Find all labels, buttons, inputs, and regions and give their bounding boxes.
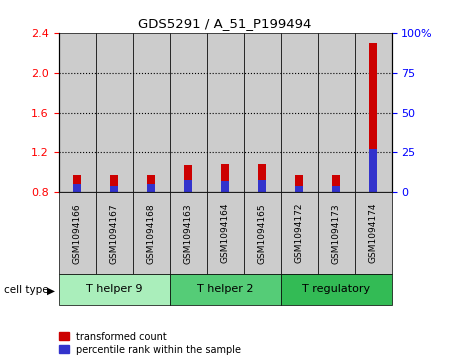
Text: ▶: ▶ (47, 285, 55, 295)
Text: cell type: cell type (4, 285, 49, 295)
FancyBboxPatch shape (170, 274, 280, 305)
Legend: transformed count, percentile rank within the sample: transformed count, percentile rank withi… (59, 331, 241, 355)
Text: T helper 2: T helper 2 (197, 285, 253, 294)
Text: GSM1094174: GSM1094174 (369, 203, 378, 264)
Bar (147, 184, 155, 192)
Bar (221, 164, 229, 192)
Bar (95, 33, 132, 192)
Bar (280, 33, 318, 192)
Bar (258, 180, 266, 192)
Bar (184, 166, 192, 192)
Bar (243, 33, 280, 192)
Bar (170, 33, 207, 192)
Text: GSM1094165: GSM1094165 (257, 203, 266, 264)
FancyBboxPatch shape (170, 192, 207, 274)
Bar (110, 186, 118, 192)
Bar (295, 175, 303, 192)
Text: GSM1094168: GSM1094168 (147, 203, 156, 264)
FancyBboxPatch shape (280, 274, 392, 305)
FancyBboxPatch shape (318, 192, 355, 274)
Bar (258, 164, 266, 192)
Bar (369, 43, 377, 192)
FancyBboxPatch shape (280, 192, 318, 274)
FancyBboxPatch shape (58, 192, 95, 274)
FancyBboxPatch shape (355, 192, 392, 274)
Bar (184, 180, 192, 192)
Bar (221, 181, 229, 192)
FancyBboxPatch shape (207, 192, 243, 274)
FancyBboxPatch shape (95, 192, 132, 274)
Text: T regulatory: T regulatory (302, 285, 370, 294)
Bar (295, 186, 303, 192)
Bar (332, 186, 340, 192)
FancyBboxPatch shape (243, 192, 280, 274)
Bar (355, 33, 392, 192)
Bar (318, 33, 355, 192)
Bar (58, 33, 95, 192)
FancyBboxPatch shape (132, 192, 170, 274)
FancyBboxPatch shape (58, 274, 170, 305)
Text: GSM1094167: GSM1094167 (109, 203, 118, 264)
Bar (110, 175, 118, 192)
Title: GDS5291 / A_51_P199494: GDS5291 / A_51_P199494 (138, 17, 312, 30)
Text: GSM1094172: GSM1094172 (294, 203, 303, 264)
Text: GSM1094166: GSM1094166 (72, 203, 81, 264)
Bar (147, 175, 155, 192)
Bar (369, 149, 377, 192)
Bar (73, 184, 81, 192)
Bar (332, 175, 340, 192)
Bar (207, 33, 243, 192)
Text: GSM1094173: GSM1094173 (332, 203, 341, 264)
Text: GSM1094164: GSM1094164 (220, 203, 230, 264)
Bar (132, 33, 170, 192)
Text: T helper 9: T helper 9 (86, 285, 142, 294)
Text: GSM1094163: GSM1094163 (184, 203, 193, 264)
Bar (73, 175, 81, 192)
